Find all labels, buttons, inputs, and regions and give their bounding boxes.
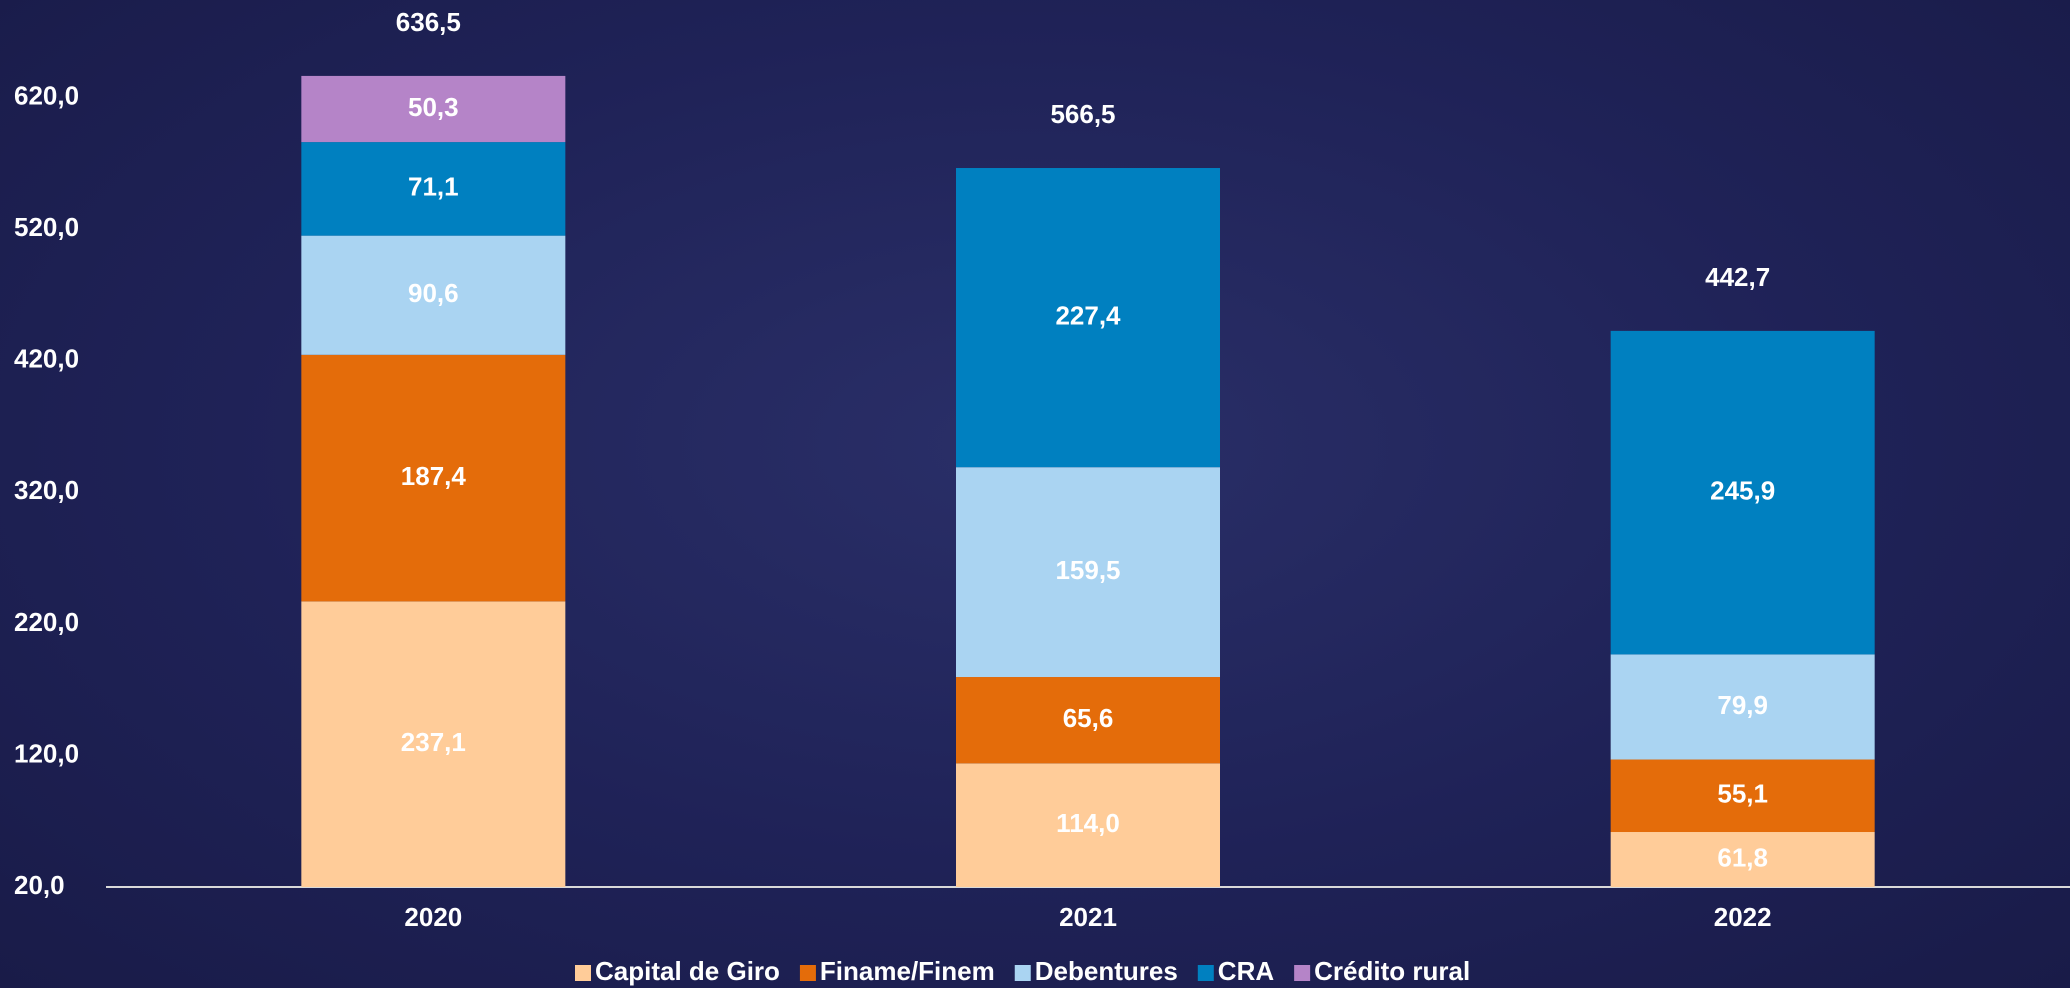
legend-label: CRA: [1218, 956, 1275, 986]
legend-label: Debentures: [1035, 956, 1178, 986]
bar-segment: [1610, 330, 1875, 655]
bar-segment: [301, 75, 566, 143]
bar-segment: [956, 467, 1220, 678]
y-tick-label: 420,0: [14, 344, 79, 374]
total-label: 442,7: [1705, 262, 1770, 292]
legend-label: Crédito rural: [1314, 956, 1470, 986]
y-tick-label: 220,0: [14, 607, 79, 637]
value-label: 159,5: [1055, 555, 1120, 585]
bar-segment: [1610, 832, 1875, 887]
y-tick-label: 320,0: [14, 475, 79, 505]
y-tick-label: 520,0: [14, 212, 79, 242]
legend-swatch: [1197, 965, 1214, 981]
value-label: 61,8: [1717, 842, 1768, 872]
bar-segment: [956, 677, 1220, 764]
bar-segment: [956, 168, 1220, 468]
value-label: 227,4: [1055, 300, 1121, 330]
total-label: 566,5: [1050, 99, 1115, 129]
value-label: 187,4: [401, 461, 467, 491]
legend-swatch: [799, 965, 816, 981]
value-label: 65,6: [1063, 703, 1114, 733]
value-label: 90,6: [408, 278, 459, 308]
bar-segment: [1610, 759, 1875, 833]
legend-swatch: [1294, 965, 1311, 981]
y-tick-label: 620,0: [14, 81, 79, 111]
x-tick-label: 2021: [1059, 902, 1117, 932]
bar-segment: [1610, 654, 1875, 760]
value-label: 79,9: [1717, 690, 1768, 720]
value-label: 114,0: [1056, 808, 1120, 838]
y-tick-label: 20,0: [14, 870, 65, 900]
legend-swatch: [1014, 965, 1031, 981]
value-label: 71,1: [408, 172, 459, 202]
bar-segment: [956, 763, 1220, 887]
bar-segment: [301, 142, 566, 236]
y-tick-label: 120,0: [14, 738, 79, 768]
total-label: 636,5: [396, 7, 461, 37]
bar-segment: [301, 354, 566, 602]
bar-segment: [301, 235, 566, 355]
bar-segment: [301, 601, 566, 887]
legend-label: Finame/Finem: [820, 956, 995, 986]
legend-label: Capital de Giro: [595, 956, 780, 986]
x-tick-label: 2020: [404, 902, 462, 932]
value-label: 237,1: [401, 727, 466, 757]
value-label: 55,1: [1717, 779, 1768, 809]
x-tick-label: 2022: [1714, 902, 1772, 932]
value-label: 245,9: [1710, 476, 1775, 506]
legend-swatch: [575, 965, 591, 981]
value-label: 50,3: [408, 92, 459, 122]
